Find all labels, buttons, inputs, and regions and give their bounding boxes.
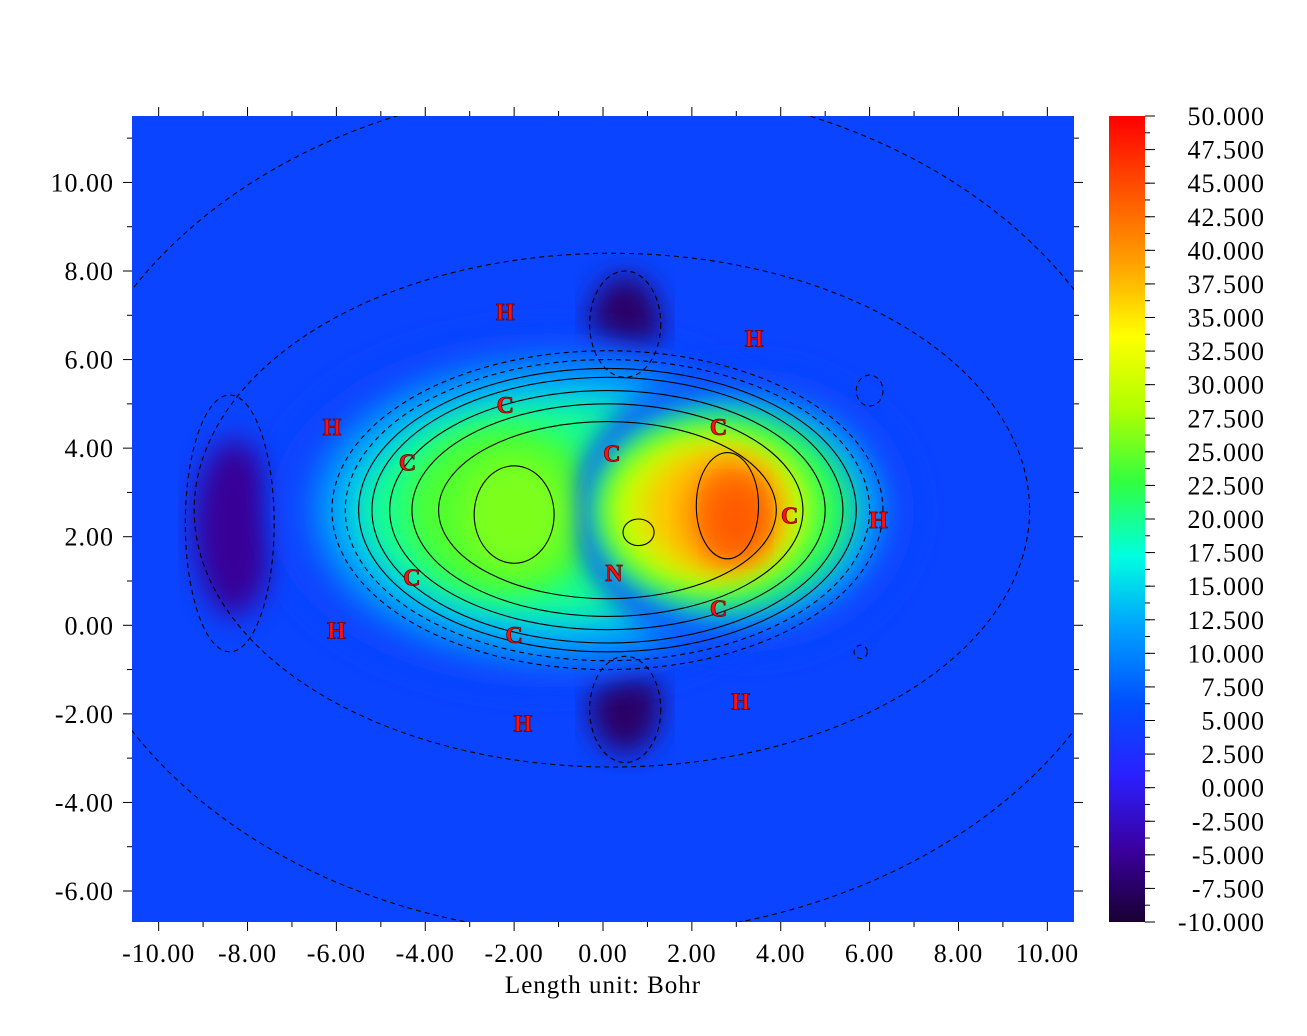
x-tick-label: 10.00 (1016, 939, 1080, 968)
x-tick-label: -6.00 (307, 939, 366, 968)
colorbar-tick-label: 35.000 (1188, 304, 1266, 333)
colorbar-tick-label: 27.500 (1188, 404, 1266, 433)
colorbar-tick-label: 10.000 (1188, 639, 1266, 668)
contour-line (371, 376, 844, 644)
contour-layer (132, 116, 1074, 922)
x-axis-title: Length unit: Bohr (505, 972, 701, 999)
atom-label: C (403, 566, 420, 592)
contour-line (184, 394, 275, 653)
field-peak (460, 456, 568, 573)
contour-line (589, 270, 662, 378)
atom-label: H (731, 690, 750, 716)
colorbar-tick-label: 5.000 (1202, 707, 1266, 736)
colorbar-tick-label: 0.000 (1202, 774, 1266, 803)
y-tick-label: 4.00 (65, 434, 115, 463)
colorbar-tick-label: -10.000 (1178, 908, 1265, 937)
x-tick-label: 2.00 (667, 939, 717, 968)
contour-line (473, 465, 555, 564)
x-tick-label: 6.00 (845, 939, 895, 968)
atom-label: C (497, 393, 514, 419)
y-tick-label: 8.00 (65, 257, 115, 286)
colorbar-tick-label: -7.500 (1192, 874, 1265, 903)
colorbar-ticks (1145, 115, 1155, 923)
colorbar-tick-label: 22.500 (1188, 471, 1266, 500)
colorbar-tick-labels: 50.000 47.500 45.000 42.500 40.000 37.500 35.0… (1178, 102, 1266, 937)
y-tick-label: 6.00 (65, 346, 115, 375)
colorbar-gradient (1109, 116, 1145, 922)
atom-label: H (323, 415, 342, 441)
plot-area (132, 116, 1074, 922)
atom-label: H (869, 508, 888, 534)
contour-line (193, 252, 1031, 768)
colorbar: 50.000 47.500 45.000 42.500 40.000 37.500 35.0… (1109, 102, 1266, 937)
atom-label: H (496, 300, 515, 326)
atom-label: C (710, 415, 727, 441)
colorbar-tick-label: 45.000 (1188, 169, 1266, 198)
atom-label: H (745, 326, 764, 352)
colorbar-tick-label: 7.500 (1202, 673, 1266, 702)
colorbar-tick-label: 15.000 (1188, 572, 1266, 601)
y-tick-label: 0.00 (65, 611, 115, 640)
contour-line (344, 359, 871, 662)
contour-line (855, 374, 884, 407)
colorbar-tick-label: 12.500 (1188, 606, 1266, 635)
atom-label: C (505, 623, 522, 649)
field-layer (194, 275, 915, 754)
field-depletion (194, 439, 275, 617)
y-tick-label: -6.00 (55, 877, 114, 906)
x-tick-label: -4.00 (396, 939, 455, 968)
colorbar-tick-label: -2.500 (1192, 807, 1265, 836)
x-tick-labels: -10.00 -8.00 -6.00 -4.00 -2.00 0.00 2.00 4.00 6.… (122, 939, 1080, 968)
colorbar-tick-label: 47.500 (1188, 136, 1266, 165)
contour-line (438, 421, 777, 600)
axis-ticks (123, 107, 1083, 931)
x-tick-label: 4.00 (756, 939, 806, 968)
field-body (709, 483, 763, 555)
colorbar-tick-label: 20.000 (1188, 505, 1266, 534)
atom-label: H (327, 619, 346, 645)
atom-label: C (781, 504, 798, 530)
x-tick-label: 0.00 (578, 939, 628, 968)
y-tick-label: 2.00 (65, 523, 115, 552)
colorbar-tick-label: 50.000 (1188, 102, 1266, 131)
x-tick-label: -8.00 (218, 939, 277, 968)
atom-label: C (603, 442, 620, 468)
colorbar-tick-label: -5.000 (1192, 841, 1265, 870)
y-tick-label: -2.00 (55, 700, 114, 729)
colorbar-tick-label: 40.000 (1188, 236, 1266, 265)
contour-line (331, 350, 884, 671)
contour-line (411, 403, 804, 617)
colorbar-tick-label: 37.500 (1188, 270, 1266, 299)
atom-label: C (399, 450, 416, 476)
atom-label: N (605, 561, 623, 587)
contour-line (622, 518, 655, 547)
x-tick-label: 8.00 (934, 939, 984, 968)
atom-label: C (710, 597, 727, 623)
colorbar-tick-label: 2.500 (1202, 740, 1266, 769)
x-tick-label: -2.00 (485, 939, 544, 968)
contour-line (589, 655, 662, 764)
colorbar-tick-label: 25.000 (1188, 438, 1266, 467)
y-tick-labels: 10.00 8.00 6.00 4.00 2.00 0.00 -2.00 -4.00 -6.00 (51, 168, 115, 906)
colorbar-tick-label: 30.000 (1188, 371, 1266, 400)
y-tick-label: -4.00 (55, 788, 114, 817)
contour-line (695, 452, 760, 560)
atom-label: H (514, 712, 533, 738)
atom-labels: H H C H C C C C H N C C H C H H (322, 299, 888, 738)
contour-line (389, 390, 826, 631)
x-tick-label: -10.00 (122, 939, 195, 968)
colorbar-tick-label: 42.500 (1188, 203, 1266, 232)
colorbar-tick-label: 32.500 (1188, 337, 1266, 366)
contour-line (853, 644, 868, 660)
colorbar-tick-label: 17.500 (1188, 539, 1266, 568)
y-tick-label: 10.00 (51, 168, 115, 197)
contour-line (358, 367, 857, 653)
